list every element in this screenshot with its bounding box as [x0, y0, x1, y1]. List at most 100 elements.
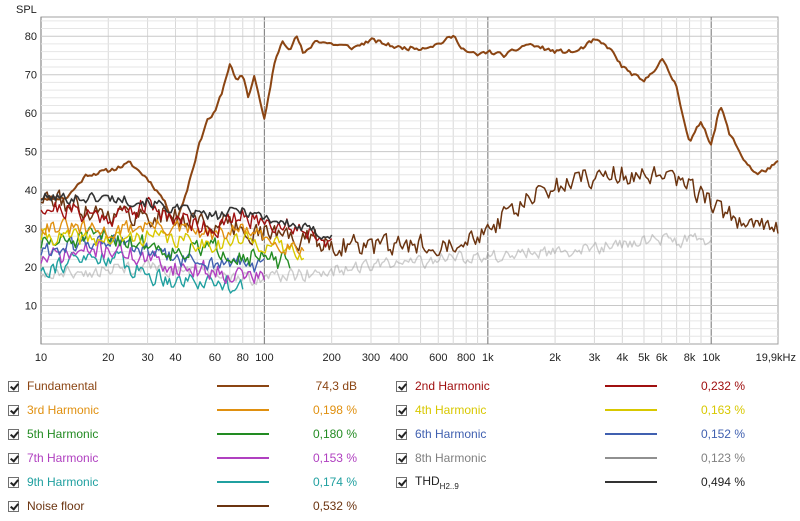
series-toggle-checkbox[interactable] [8, 476, 19, 488]
legend-swatch [605, 385, 657, 387]
legend-swatch [605, 433, 657, 435]
legend: Fundamental 74,3 dB 2nd Harmonic 0,232 % 3rd… [0, 372, 800, 521]
x-tick-label: 30 [141, 352, 153, 364]
series-toggle-checkbox[interactable] [8, 380, 19, 392]
series-toggle-checkbox[interactable] [396, 428, 407, 440]
x-tick-label: 600 [429, 352, 447, 364]
legend-label: 2nd Harmonic [415, 379, 605, 393]
legend-value: 0,198 % [312, 403, 357, 417]
legend-value: 0,180 % [312, 427, 357, 441]
x-tick-label: 400 [390, 352, 408, 364]
series-toggle-checkbox[interactable] [8, 404, 19, 416]
legend-label-text: THD [415, 473, 440, 488]
legend-label-text: 9th Harmonic [27, 475, 99, 489]
series-toggle-checkbox[interactable] [396, 380, 407, 392]
series-toggle-checkbox[interactable] [396, 476, 407, 488]
x-tick-label: 6k [656, 352, 668, 364]
legend-label: THDH2..9 [415, 474, 605, 491]
x-tick-label: 60 [209, 352, 221, 364]
legend-label: 5th Harmonic [27, 427, 217, 441]
series-line [40, 34, 779, 226]
axes: 10 20 30 40 50 60 70 80 10 20 30 40 60 80 100 200 300 400… [25, 31, 796, 364]
legend-label: 6th Harmonic [415, 427, 605, 441]
legend-value: 0,152 % [700, 427, 745, 441]
series-toggle-checkbox[interactable] [8, 500, 19, 512]
legend-label-text: 6th Harmonic [415, 427, 487, 441]
y-tick-label: 70 [25, 70, 37, 82]
x-tick-label: 40 [169, 352, 181, 364]
x-tick-label: 10k [702, 352, 720, 364]
legend-item: THDH2..9 0,494 % [396, 471, 745, 493]
legend-label: 3rd Harmonic [27, 403, 217, 417]
x-tick-label: 5k [638, 352, 650, 364]
legend-swatch [605, 457, 657, 459]
legend-swatch [217, 505, 269, 507]
x-tick-label: 4k [617, 352, 629, 364]
series-toggle-checkbox[interactable] [8, 428, 19, 440]
legend-value: 0,232 % [700, 379, 745, 393]
x-tick-label: 1k [482, 352, 494, 364]
series-line [40, 217, 305, 256]
legend-swatch [605, 481, 657, 483]
y-tick-label: 60 [25, 108, 37, 120]
series-line [40, 250, 244, 294]
x-tick-label: 300 [362, 352, 380, 364]
legend-label-text: 7th Harmonic [27, 451, 99, 465]
y-tick-label: 40 [25, 185, 37, 197]
x-tick-label: 200 [322, 352, 340, 364]
legend-item: 7th Harmonic 0,153 % [8, 447, 357, 469]
legend-label-text: 8th Harmonic [415, 451, 487, 465]
legend-label-text: 3rd Harmonic [27, 403, 100, 417]
x-tick-label: 800 [457, 352, 475, 364]
y-axis-label: SPL [16, 4, 37, 16]
series-line [40, 238, 266, 285]
series-group [40, 34, 779, 294]
legend-swatch [217, 481, 269, 483]
legend-value: 0,532 % [312, 499, 357, 513]
series-toggle-checkbox[interactable] [8, 452, 19, 464]
x-tick-label: 3k [589, 352, 601, 364]
legend-swatch [217, 409, 269, 411]
legend-value: 0,153 % [312, 451, 357, 465]
legend-swatch [217, 457, 269, 459]
x-tick-label: 8k [684, 352, 696, 364]
legend-item: Noise floor 0,532 % [8, 495, 357, 517]
legend-label: 4th Harmonic [415, 403, 605, 417]
legend-item: 8th Harmonic 0,123 % [396, 447, 745, 469]
series-toggle-checkbox[interactable] [396, 404, 407, 416]
legend-item: 9th Harmonic 0,174 % [8, 471, 357, 493]
x-tick-label: 10 [35, 352, 47, 364]
legend-label-subscript: H2..9 [439, 481, 459, 491]
legend-label: 9th Harmonic [27, 475, 217, 489]
legend-label: Fundamental [27, 379, 217, 393]
legend-label-text: 4th Harmonic [415, 403, 487, 417]
legend-item: 4th Harmonic 0,163 % [396, 399, 745, 421]
legend-item: 5th Harmonic 0,180 % [8, 423, 357, 445]
legend-value: 0,494 % [700, 475, 745, 489]
spl-chart: 10 20 30 40 50 60 70 80 10 20 30 40 60 80 100 200 300 400… [16, 4, 796, 364]
legend-swatch [217, 433, 269, 435]
series-line [40, 192, 333, 240]
x-tick-label: 20 [102, 352, 114, 364]
x-tick-label: 19,9kHz [756, 352, 796, 364]
series-line [40, 196, 333, 248]
legend-item: 2nd Harmonic 0,232 % [396, 375, 745, 397]
legend-label: 8th Harmonic [415, 451, 605, 465]
series-line [40, 234, 265, 273]
y-tick-label: 10 [25, 301, 37, 313]
legend-label-text: Noise floor [27, 499, 85, 513]
legend-label-text: 2nd Harmonic [415, 379, 490, 393]
x-tick-label: 2k [549, 352, 561, 364]
series-line [40, 227, 305, 261]
y-tick-label: 50 [25, 147, 37, 159]
series-toggle-checkbox[interactable] [396, 452, 407, 464]
legend-swatch [217, 385, 269, 387]
legend-value: 74,3 dB [315, 379, 357, 393]
legend-swatch [605, 409, 657, 411]
y-tick-label: 30 [25, 224, 37, 236]
legend-label: 7th Harmonic [27, 451, 217, 465]
legend-item: 3rd Harmonic 0,198 % [8, 399, 357, 421]
x-tick-label: 80 [237, 352, 249, 364]
legend-item: Fundamental 74,3 dB [8, 375, 357, 397]
y-tick-label: 20 [25, 262, 37, 274]
